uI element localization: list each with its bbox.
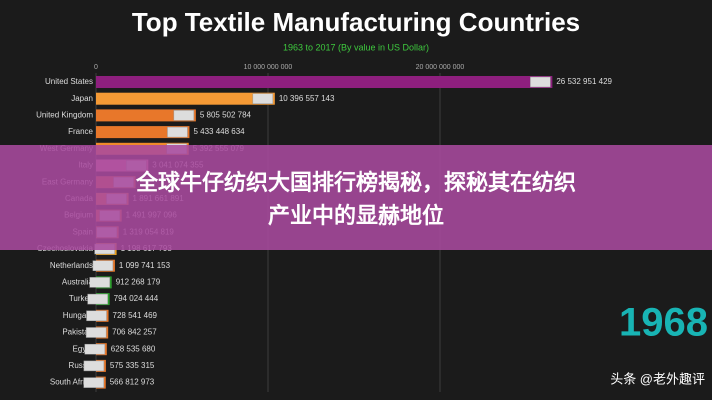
value-label: 1 099 741 153 xyxy=(119,261,171,270)
flag xyxy=(252,93,274,104)
flag xyxy=(87,293,108,305)
value-label: 26 532 951 429 xyxy=(556,77,612,86)
flag xyxy=(85,327,107,338)
value-label: 794 024 444 xyxy=(114,294,159,303)
value-label: 10 396 557 143 xyxy=(279,94,335,103)
category-label: Netherlands xyxy=(50,261,93,270)
year-label: 1968 xyxy=(619,301,708,345)
category-label: United Kingdom xyxy=(36,111,93,120)
value-label: 5 805 502 784 xyxy=(200,111,252,120)
overlay-banner xyxy=(0,145,712,250)
flag xyxy=(84,343,106,355)
value-label: 912 268 179 xyxy=(116,278,161,287)
value-label: 706 842 257 xyxy=(112,328,157,337)
bar xyxy=(96,109,196,122)
watermark: 头条 @老外趣评 xyxy=(610,371,705,386)
bar xyxy=(96,126,190,139)
category-label: Pakistan xyxy=(62,328,93,337)
x-tick-label: 0 xyxy=(94,64,98,71)
flag xyxy=(167,126,188,138)
flag xyxy=(86,310,107,322)
category-label: United States xyxy=(45,77,93,86)
bar xyxy=(96,92,275,105)
overlay-line: 产业中的显赫地位 xyxy=(268,203,444,228)
bar xyxy=(96,76,553,88)
flag xyxy=(83,360,105,372)
flag xyxy=(89,277,110,288)
value-label: 728 541 469 xyxy=(113,311,158,320)
x-tick-label: 10 000 000 000 xyxy=(244,64,293,71)
value-label: 5 433 448 634 xyxy=(193,127,245,136)
value-label: 628 535 680 xyxy=(111,344,156,353)
flag xyxy=(92,260,114,271)
value-label: 566 812 973 xyxy=(110,378,155,387)
category-label: Australia xyxy=(62,278,94,287)
category-label: Russia xyxy=(69,361,94,370)
value-label: 575 335 315 xyxy=(110,361,155,370)
overlay-line: 全球牛仔纺织大国排行榜揭秘，探秘其在纺织 xyxy=(135,170,576,195)
category-label: Hungary xyxy=(63,311,93,320)
flag xyxy=(530,76,551,88)
chart-title: Top Textile Manufacturing Countries xyxy=(132,7,580,37)
category-label: Japan xyxy=(71,94,93,103)
category-label: South Africa xyxy=(50,378,94,387)
flag xyxy=(173,110,195,121)
chart-subtitle: 1963 to 2017 (By value in US Dollar) xyxy=(283,42,429,52)
x-tick-label: 20 000 000 000 xyxy=(416,64,465,71)
category-label: Turkey xyxy=(69,294,93,303)
category-label: Egypt xyxy=(73,344,94,353)
category-label: France xyxy=(68,127,93,136)
flag xyxy=(83,377,104,388)
